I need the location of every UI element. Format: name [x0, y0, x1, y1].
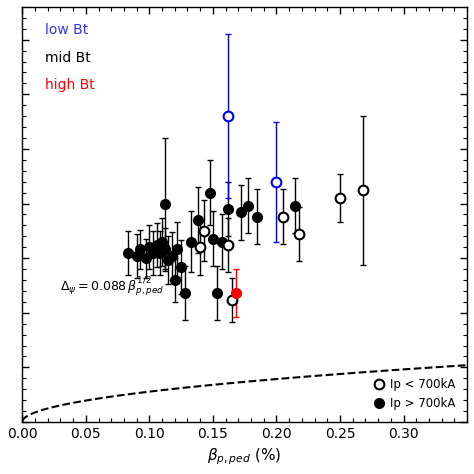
- Text: $\Delta_{\psi} = 0.088\, \beta_{p,ped}^{1/2}$: $\Delta_{\psi} = 0.088\, \beta_{p,ped}^{…: [60, 275, 165, 299]
- Text: high Bt: high Bt: [45, 78, 95, 92]
- Legend: Ip < 700kA, Ip > 700kA: Ip < 700kA, Ip > 700kA: [369, 373, 461, 416]
- Text: low Bt: low Bt: [45, 23, 88, 37]
- X-axis label: $\beta_{p,ped}$ (%): $\beta_{p,ped}$ (%): [208, 447, 282, 467]
- Text: mid Bt: mid Bt: [45, 51, 91, 64]
